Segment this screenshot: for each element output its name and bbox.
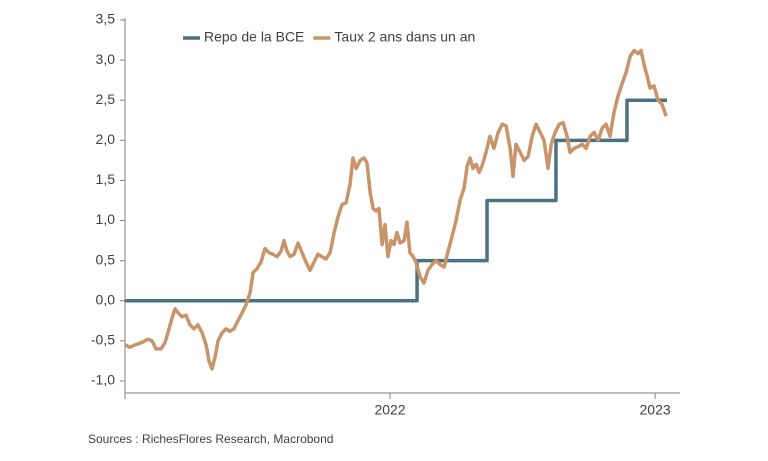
y-tick-label: -0,5 bbox=[91, 332, 115, 348]
source-note: Sources : RichesFlores Research, Macrobo… bbox=[88, 432, 333, 446]
series-line bbox=[124, 48, 668, 371]
series-line bbox=[125, 98, 668, 303]
x-tick-label: 2023 bbox=[640, 402, 671, 418]
y-tick-label: -1,0 bbox=[91, 372, 115, 388]
y-tick-label: 2,0 bbox=[96, 131, 116, 147]
legend-label: Repo de la BCE bbox=[204, 29, 304, 45]
y-tick-label: 2,5 bbox=[96, 91, 116, 107]
y-tick-label: 0,0 bbox=[96, 291, 116, 307]
legend-label: Taux 2 ans dans un an bbox=[334, 29, 475, 45]
x-tick-label: 2022 bbox=[374, 402, 405, 418]
y-tick-label: 3,0 bbox=[96, 51, 116, 67]
y-tick-label: 1,5 bbox=[96, 171, 116, 187]
y-tick-label: 3,5 bbox=[96, 11, 116, 27]
y-tick-label: 0,5 bbox=[96, 251, 116, 267]
y-tick-label: 1,0 bbox=[96, 211, 116, 227]
